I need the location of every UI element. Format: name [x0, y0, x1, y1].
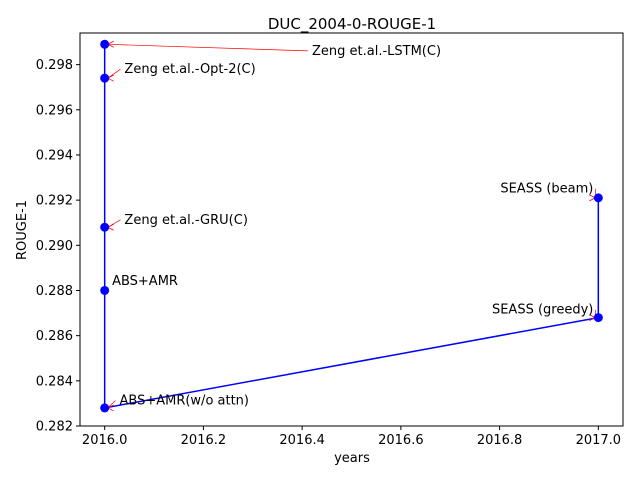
x-tick-label: 2016.6	[378, 433, 424, 448]
y-tick-label: 0.284	[36, 374, 73, 389]
data-label: SEASS (beam)	[500, 182, 593, 197]
x-tick-label: 2016.4	[279, 433, 325, 448]
x-axis-label: years	[334, 451, 370, 466]
x-tick-label: 2017.0	[576, 433, 622, 448]
data-label: SEASS (greedy)	[492, 303, 593, 318]
data-point	[100, 222, 110, 232]
data-label: Zeng et.al.-Opt-2(C)	[124, 62, 255, 77]
y-tick-label: 0.298	[36, 58, 73, 73]
data-point	[100, 285, 110, 295]
y-tick-label: 0.282	[36, 420, 73, 435]
x-tick-label: 2016.2	[181, 433, 227, 448]
y-tick-label: 0.286	[36, 329, 73, 344]
y-axis-label: ROUGE-1	[15, 200, 30, 260]
data-point	[100, 73, 110, 83]
annotation-arrow	[107, 43, 309, 52]
data-label: ABS+AMR(w/o attn)	[119, 394, 249, 409]
plot-area: Zeng et.al.-LSTM(C) Zeng et.al.-Opt-2(C) Z…	[100, 39, 603, 413]
plot-frame	[79, 32, 624, 427]
data-label: Zeng et.al.-LSTM(C)	[312, 44, 441, 59]
y-tick-label: 0.296	[36, 103, 73, 118]
y-tick-label: 0.294	[36, 148, 73, 163]
y-tick-label: 0.288	[36, 284, 73, 299]
x-tick-label: 2016.8	[477, 433, 523, 448]
data-point	[100, 39, 110, 49]
y-tick-label: 0.290	[36, 239, 73, 254]
axes: 2016.0 2016.2 2016.4 2016.6 2016.8 2017.0 0.28…	[36, 58, 621, 448]
y-tick-label: 0.292	[36, 194, 73, 209]
data-point	[593, 313, 603, 323]
data-label: ABS+AMR	[112, 274, 178, 289]
data-point	[593, 193, 603, 203]
data-point	[100, 403, 110, 413]
x-tick-label: 2016.0	[82, 433, 128, 448]
data-label: Zeng et.al.-GRU(C)	[124, 213, 247, 228]
chart-title: DUC_2004-0-ROUGE-1	[268, 15, 436, 34]
